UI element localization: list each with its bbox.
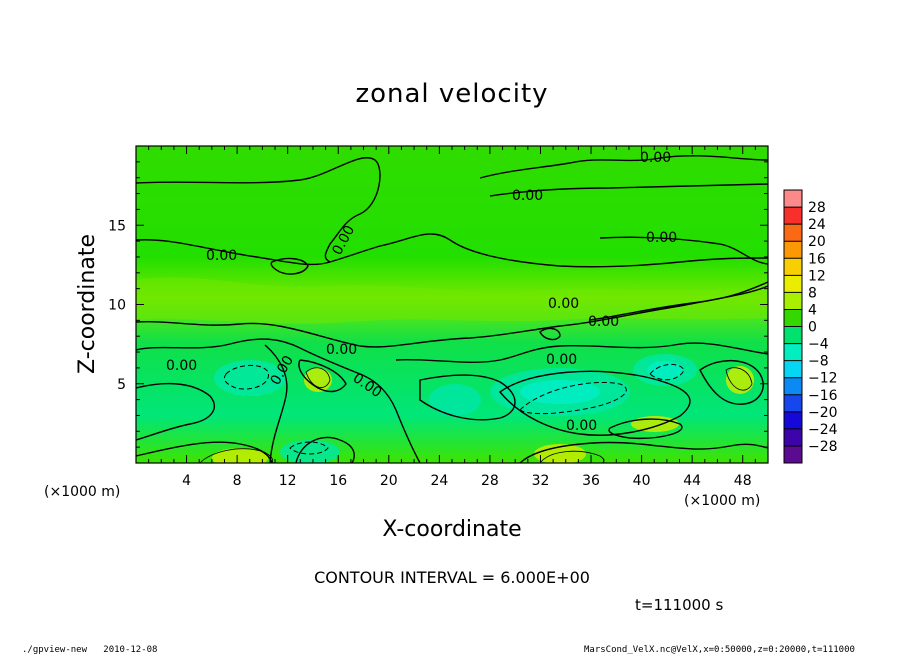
- x-tick-label: 32: [532, 473, 550, 489]
- time-label: t=111000 s: [635, 596, 723, 614]
- colorbar-label: −4: [808, 337, 829, 353]
- colorbar-swatch: [784, 445, 802, 464]
- colorbar-swatch: [784, 326, 802, 344]
- x-axis-unit: (×1000 m): [684, 493, 760, 509]
- y-tick-label: 15: [108, 218, 126, 234]
- colorbar-label: −24: [808, 422, 838, 438]
- y-axis-unit: (×1000 m): [44, 484, 120, 500]
- dashed-contours: [223, 364, 685, 455]
- colorbar-label: 0: [808, 320, 817, 336]
- colorbar-swatch: [784, 343, 802, 361]
- x-tick-label: 24: [430, 473, 448, 489]
- y-axis-ticks: 5 10 15: [108, 161, 768, 448]
- colorbar-label: 4: [808, 302, 817, 318]
- colorbar-swatch: [784, 275, 802, 293]
- contour-label: 0.00: [646, 230, 677, 246]
- colorbar-swatch: [784, 241, 802, 259]
- positive-band: [136, 277, 768, 324]
- x-tick-label: 48: [734, 473, 752, 489]
- contour-label: 0.00: [546, 352, 577, 368]
- colorbar-label: 8: [808, 285, 817, 301]
- colorbar-label: 16: [808, 251, 826, 267]
- y-tick-label: 5: [117, 377, 126, 393]
- colorbar-label: 28: [808, 200, 826, 216]
- x-tick-label: 20: [380, 473, 398, 489]
- footer-left: ./gpview-new 2010-12-08: [22, 645, 157, 654]
- colorbar-swatch: [784, 394, 802, 413]
- contour-label: 0.00: [326, 342, 357, 358]
- x-tick-label: 28: [481, 473, 499, 489]
- x-tick-label: 36: [582, 473, 600, 489]
- x-tick-label: 8: [233, 473, 242, 489]
- colorbar-swatch: [784, 360, 802, 378]
- colorbar-label: 24: [808, 217, 826, 233]
- colorbar-swatch: [784, 207, 802, 225]
- colorbar-swatch: [784, 309, 802, 327]
- chart-title: zonal velocity: [355, 79, 548, 109]
- contour-lines: [136, 155, 768, 463]
- colorbar-swatch: [784, 258, 802, 276]
- x-axis-label: X-coordinate: [382, 517, 521, 542]
- contour-label: 0.00: [206, 248, 237, 264]
- colorbar-label: −20: [808, 405, 838, 421]
- plot-area: 0.00 0.00 0.00 0.00 0.00 0.00 0.00 0.00 …: [136, 146, 768, 463]
- colorbar-swatch: [784, 190, 802, 208]
- colorbar-swatch: [784, 292, 802, 310]
- colorbar-label: 20: [808, 234, 826, 250]
- x-tick-label: 4: [182, 473, 191, 489]
- colorbar-label: −16: [808, 388, 838, 404]
- footer-right: MarsCond_VelX.nc@VelX,x=0:50000,z=0:2000…: [584, 645, 855, 654]
- colorbar-label: −28: [808, 439, 838, 455]
- x-tick-label: 12: [279, 473, 297, 489]
- colorbar-label: −12: [808, 371, 838, 387]
- contour-label: 0.00: [640, 150, 671, 166]
- x-axis-ticks: 4 8 12 16 20 24 28 32 36 40 44 48: [148, 146, 756, 489]
- contour-label: 0.00: [548, 296, 579, 312]
- contour-label: 0.00: [566, 418, 597, 434]
- y-tick-label: 10: [108, 298, 126, 314]
- contour-label: 0.00: [512, 188, 543, 204]
- x-tick-label: 40: [633, 473, 651, 489]
- strong-negative-patches: [520, 361, 683, 404]
- y-axis-label: Z-coordinate: [75, 234, 100, 374]
- colorbar-swatch: [784, 377, 802, 396]
- colorbar-label: −8: [808, 354, 829, 370]
- colorbar-swatch: [784, 428, 802, 447]
- contour-label: 0.00: [588, 314, 619, 330]
- x-tick-label: 44: [683, 473, 701, 489]
- contour-label: 0.00: [166, 358, 197, 374]
- contour-interval-text: CONTOUR INTERVAL = 6.000E+00: [314, 568, 590, 587]
- colorbar-swatch: [784, 224, 802, 242]
- x-tick-label: 16: [329, 473, 347, 489]
- colorbar-label: 12: [808, 268, 826, 284]
- colorbar-swatch: [784, 411, 802, 430]
